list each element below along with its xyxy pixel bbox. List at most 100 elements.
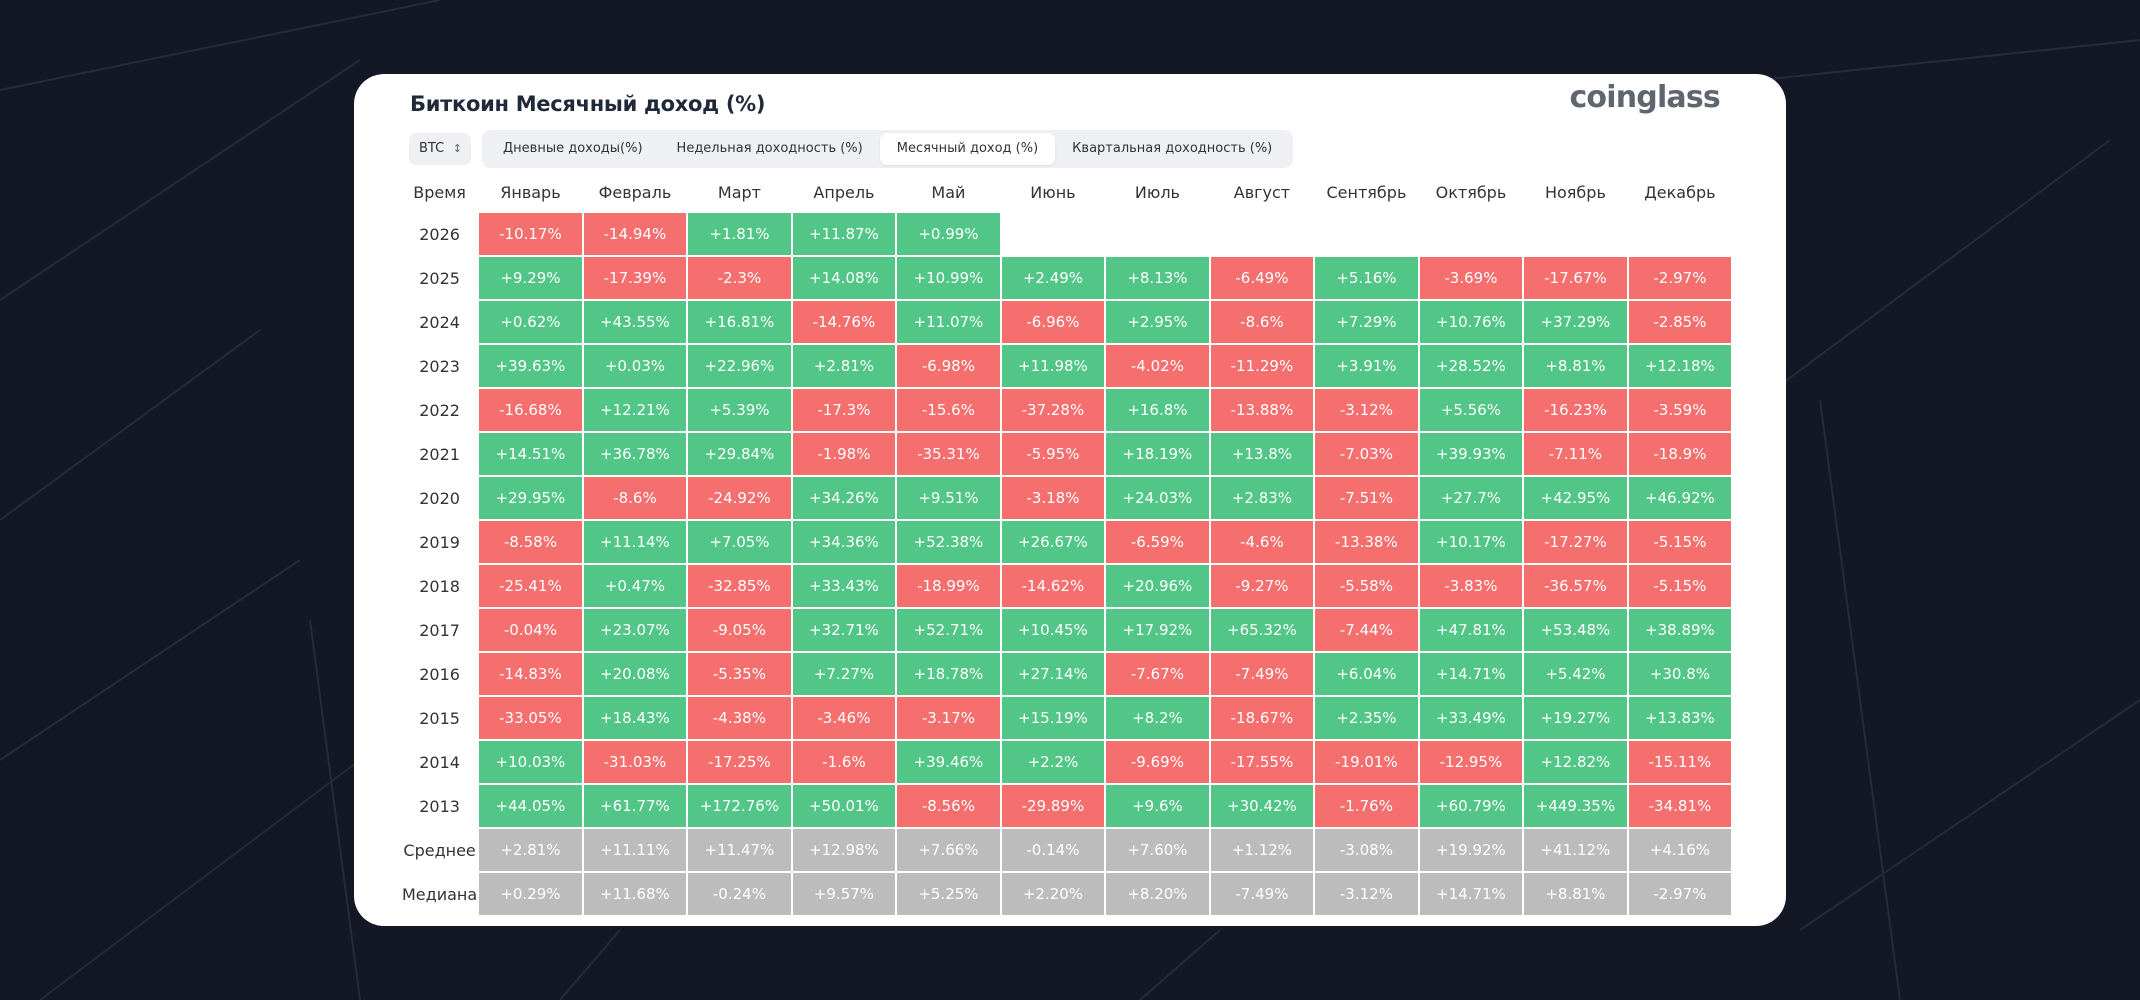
table-row: 2015 -33.05% +18.43% -4.38% -3.46% -3.17% +15.… bbox=[402, 697, 1732, 739]
return-cell: +39.63% bbox=[479, 345, 582, 387]
empty-cell bbox=[1524, 213, 1627, 255]
return-cell: -14.94% bbox=[583, 213, 687, 255]
tab-weekly-returns[interactable]: Недельная доходность (%) bbox=[676, 141, 863, 156]
tab-daily-returns[interactable]: Дневные доходы(%) bbox=[503, 141, 643, 156]
return-cell: +20.08% bbox=[583, 653, 687, 695]
table-row: 2018 -25.41% +0.47% -32.85% +33.43% -18.99% -1… bbox=[402, 565, 1732, 607]
column-header-month: Август bbox=[1233, 183, 1291, 202]
return-cell: -25.41% bbox=[479, 565, 582, 607]
return-cell: -17.67% bbox=[1524, 257, 1627, 299]
table-row: 2021 +14.51% +36.78% +29.84% -1.98% -35.31% -5… bbox=[402, 433, 1732, 475]
return-cell: +11.07% bbox=[897, 301, 1000, 343]
return-cell: +14.51% bbox=[479, 433, 582, 475]
row-label: Медиана bbox=[402, 884, 478, 904]
return-cell: +50.01% bbox=[792, 785, 896, 827]
return-cell: -7.51% bbox=[1315, 477, 1418, 519]
return-cell: -6.49% bbox=[1210, 257, 1314, 299]
return-cell: -36.57% bbox=[1524, 565, 1627, 607]
row-label: 2023 bbox=[419, 356, 460, 376]
table-row: 2013 +44.05% +61.77% +172.76% +50.01% -8.56% -… bbox=[402, 785, 1732, 827]
return-cell: -4.38% bbox=[688, 697, 791, 739]
return-cell: -4.6% bbox=[1210, 521, 1314, 563]
return-cell: -17.39% bbox=[583, 257, 687, 299]
summary-cell: +5.25% bbox=[897, 873, 1000, 915]
return-cell: +24.03% bbox=[1106, 477, 1209, 519]
summary-cell: +8.20% bbox=[1106, 873, 1209, 915]
return-cell: +0.99% bbox=[897, 213, 1000, 255]
return-cell: +30.42% bbox=[1210, 785, 1314, 827]
return-cell: +15.19% bbox=[1001, 697, 1105, 739]
table-row: 2016 -14.83% +20.08% -5.35% +7.27% +18.78% +27… bbox=[402, 653, 1732, 695]
return-cell: -34.81% bbox=[1628, 785, 1732, 827]
return-cell: -7.67% bbox=[1106, 653, 1209, 695]
summary-row: Медиана +0.29% +11.68% -0.24% +9.57% +5.25% +2… bbox=[402, 873, 1732, 915]
return-cell: -14.83% bbox=[479, 653, 582, 695]
return-cell: +39.46% bbox=[897, 741, 1000, 783]
return-cell: -32.85% bbox=[688, 565, 791, 607]
return-cell: +16.8% bbox=[1106, 389, 1209, 431]
table-header-row: Время Январь Февраль Март Апрель Май Июнь Июль А… bbox=[402, 174, 1731, 211]
return-cell: +39.93% bbox=[1419, 433, 1523, 475]
return-cell: +3.91% bbox=[1315, 345, 1418, 387]
return-cell: -5.58% bbox=[1315, 565, 1418, 607]
return-cell: +60.79% bbox=[1419, 785, 1523, 827]
return-cell: +11.87% bbox=[792, 213, 896, 255]
return-cell: -33.05% bbox=[479, 697, 582, 739]
return-cell: -15.6% bbox=[897, 389, 1000, 431]
return-cell: -5.35% bbox=[688, 653, 791, 695]
return-cell: +12.21% bbox=[583, 389, 687, 431]
return-cell: +27.14% bbox=[1001, 653, 1105, 695]
column-header-month: Февраль bbox=[598, 183, 672, 202]
return-cell: +14.71% bbox=[1419, 653, 1523, 695]
column-header-month: Май bbox=[931, 183, 966, 202]
table-row: 2025 +9.29% -17.39% -2.3% +14.08% +10.99% +2.4… bbox=[402, 257, 1732, 299]
return-cell: +9.6% bbox=[1106, 785, 1209, 827]
return-cell: +7.29% bbox=[1315, 301, 1418, 343]
return-cell: +5.56% bbox=[1419, 389, 1523, 431]
return-cell: -3.83% bbox=[1419, 565, 1523, 607]
asset-select[interactable]: BTC ↕ bbox=[409, 133, 471, 165]
return-cell: -18.9% bbox=[1628, 433, 1732, 475]
row-label: 2017 bbox=[419, 620, 460, 640]
return-cell: +23.07% bbox=[583, 609, 687, 651]
return-cell: -24.92% bbox=[688, 477, 791, 519]
return-cell: +2.95% bbox=[1106, 301, 1209, 343]
return-cell: -13.38% bbox=[1315, 521, 1418, 563]
summary-cell: +41.12% bbox=[1524, 829, 1627, 871]
return-cell: +10.17% bbox=[1419, 521, 1523, 563]
return-cell: +18.43% bbox=[583, 697, 687, 739]
summary-cell: +0.29% bbox=[479, 873, 582, 915]
return-cell: -17.3% bbox=[792, 389, 896, 431]
return-cell: +9.29% bbox=[479, 257, 582, 299]
table-body: 2026 -10.17% -14.94% +1.81% +11.87% +0.99% 202… bbox=[402, 213, 1732, 915]
return-cell: -1.76% bbox=[1315, 785, 1418, 827]
summary-cell: -3.12% bbox=[1315, 873, 1418, 915]
return-cell: +30.8% bbox=[1628, 653, 1732, 695]
column-header-month: Январь bbox=[500, 183, 561, 202]
return-cell: -14.62% bbox=[1001, 565, 1105, 607]
period-tabs: Дневные доходы(%) Недельная доходность (… bbox=[482, 130, 1294, 168]
return-cell: +13.8% bbox=[1210, 433, 1314, 475]
return-cell: +18.19% bbox=[1106, 433, 1209, 475]
tab-quarterly-returns[interactable]: Квартальная доходность (%) bbox=[1072, 141, 1273, 156]
return-cell: -6.98% bbox=[897, 345, 1000, 387]
summary-cell: -0.14% bbox=[1001, 829, 1105, 871]
return-cell: -16.23% bbox=[1524, 389, 1627, 431]
return-cell: -14.76% bbox=[792, 301, 896, 343]
return-cell: +10.99% bbox=[897, 257, 1000, 299]
return-cell: -8.58% bbox=[479, 521, 582, 563]
return-cell: +33.49% bbox=[1419, 697, 1523, 739]
return-cell: -16.68% bbox=[479, 389, 582, 431]
return-cell: -31.03% bbox=[583, 741, 687, 783]
row-label: 2026 bbox=[419, 224, 460, 244]
return-cell: +32.71% bbox=[792, 609, 896, 651]
coinglass-logo: coinglass bbox=[1569, 80, 1720, 115]
return-cell: -9.69% bbox=[1106, 741, 1209, 783]
return-cell: -3.12% bbox=[1315, 389, 1418, 431]
return-cell: -9.27% bbox=[1210, 565, 1314, 607]
return-cell: +18.78% bbox=[897, 653, 1000, 695]
summary-cell: +11.47% bbox=[688, 829, 791, 871]
return-cell: -7.49% bbox=[1210, 653, 1314, 695]
tab-monthly-returns[interactable]: Месячный доход (%) bbox=[879, 133, 1056, 165]
